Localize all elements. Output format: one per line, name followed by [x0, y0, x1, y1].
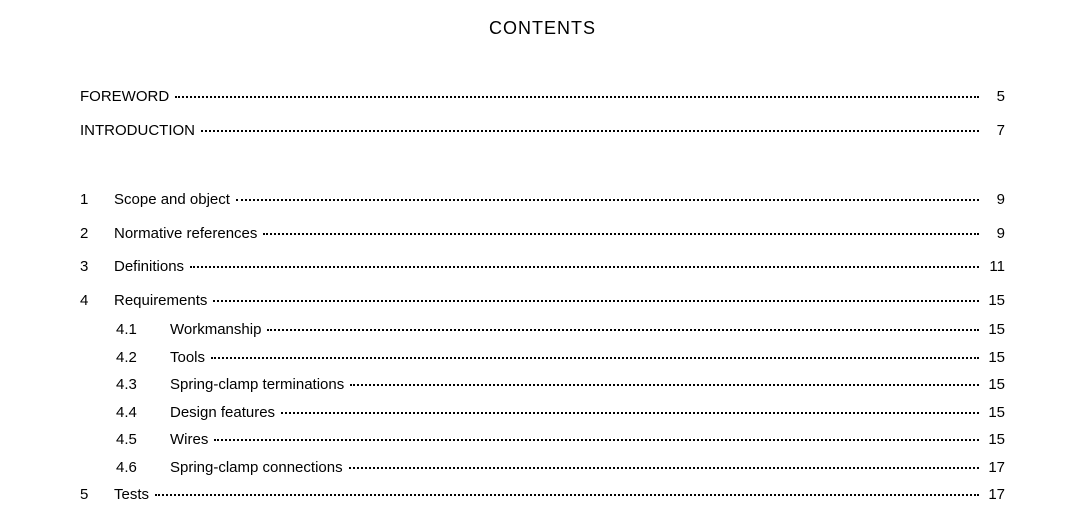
- toc-leader-dots: [267, 329, 979, 331]
- toc-leader-dots: [263, 233, 979, 235]
- toc-entry: 5 Tests 17: [80, 485, 1005, 505]
- toc-sublist: 4.1 Workmanship 15 4.2 Tools 15 4.3 Spri…: [80, 320, 1005, 477]
- toc-leader-dots: [175, 96, 979, 98]
- contents-title: CONTENTS: [80, 18, 1005, 39]
- toc-entry-label: Design features: [170, 403, 279, 423]
- toc-page-number: 7: [981, 121, 1005, 141]
- toc-leader-dots: [236, 199, 979, 201]
- toc-front-entry: INTRODUCTION 7: [80, 121, 1005, 141]
- toc-subentry: 4.1 Workmanship 15: [116, 320, 1005, 340]
- toc-entry-number: 4: [80, 291, 114, 311]
- toc-front-entry: FOREWORD 5: [80, 87, 1005, 107]
- toc-entry-label: Spring-clamp connections: [170, 458, 347, 478]
- toc-leader-dots: [211, 357, 979, 359]
- toc-subentry: 4.2 Tools 15: [116, 348, 1005, 368]
- toc-page-number: 9: [981, 224, 1005, 244]
- toc-leader-dots: [281, 412, 979, 414]
- toc-entry-number: 4.6: [116, 458, 170, 478]
- toc-page-number: 15: [981, 348, 1005, 368]
- toc-entry-number: 4.3: [116, 375, 170, 395]
- toc-entry-label: INTRODUCTION: [80, 121, 199, 141]
- toc-subentry: 4.3 Spring-clamp terminations 15: [116, 375, 1005, 395]
- toc-entry-label: Tests: [114, 485, 153, 505]
- toc-subentry: 4.5 Wires 15: [116, 430, 1005, 450]
- toc-entry-number: 4.1: [116, 320, 170, 340]
- toc-entry-number: 3: [80, 257, 114, 277]
- toc-entry-number: 4.5: [116, 430, 170, 450]
- toc-entry: 1 Scope and object 9: [80, 190, 1005, 210]
- toc-entry-label: Definitions: [114, 257, 188, 277]
- toc-page-number: 9: [981, 190, 1005, 210]
- toc-leader-dots: [201, 130, 979, 132]
- toc-page-number: 17: [981, 485, 1005, 505]
- section-gap: [80, 154, 1005, 190]
- toc-entry: 2 Normative references 9: [80, 224, 1005, 244]
- toc-entry-label: Scope and object: [114, 190, 234, 210]
- toc-entry-number: 2: [80, 224, 114, 244]
- toc-page-number: 15: [981, 291, 1005, 311]
- toc-entry-number: 4.2: [116, 348, 170, 368]
- toc-page-number: 17: [981, 458, 1005, 478]
- toc-entry-label: Wires: [170, 430, 212, 450]
- toc-entry-label: Spring-clamp terminations: [170, 375, 348, 395]
- toc-page-number: 15: [981, 375, 1005, 395]
- toc-page-number: 5: [981, 87, 1005, 107]
- toc-page-number: 11: [981, 257, 1005, 277]
- toc-entry-label: Requirements: [114, 291, 211, 311]
- toc-page-number: 15: [981, 403, 1005, 423]
- toc-leader-dots: [214, 439, 979, 441]
- toc-leader-dots: [349, 467, 979, 469]
- toc-subentry: 4.4 Design features 15: [116, 403, 1005, 423]
- toc-leader-dots: [213, 300, 979, 302]
- toc-entry: 4 Requirements 15: [80, 291, 1005, 311]
- toc-entry-number: 4.4: [116, 403, 170, 423]
- toc-entry-label: FOREWORD: [80, 87, 173, 107]
- toc-entry-label: Normative references: [114, 224, 261, 244]
- toc-entry-number: 1: [80, 190, 114, 210]
- toc-entry-number: 5: [80, 485, 114, 505]
- table-of-contents: FOREWORD 5 INTRODUCTION 7 1 Scope and ob…: [80, 87, 1005, 505]
- toc-entry: 3 Definitions 11: [80, 257, 1005, 277]
- toc-leader-dots: [155, 494, 979, 496]
- toc-entry-label: Tools: [170, 348, 209, 368]
- toc-leader-dots: [350, 384, 979, 386]
- toc-page-number: 15: [981, 320, 1005, 340]
- toc-entry-label: Workmanship: [170, 320, 265, 340]
- toc-leader-dots: [190, 266, 979, 268]
- toc-subentry: 4.6 Spring-clamp connections 17: [116, 458, 1005, 478]
- toc-page-number: 15: [981, 430, 1005, 450]
